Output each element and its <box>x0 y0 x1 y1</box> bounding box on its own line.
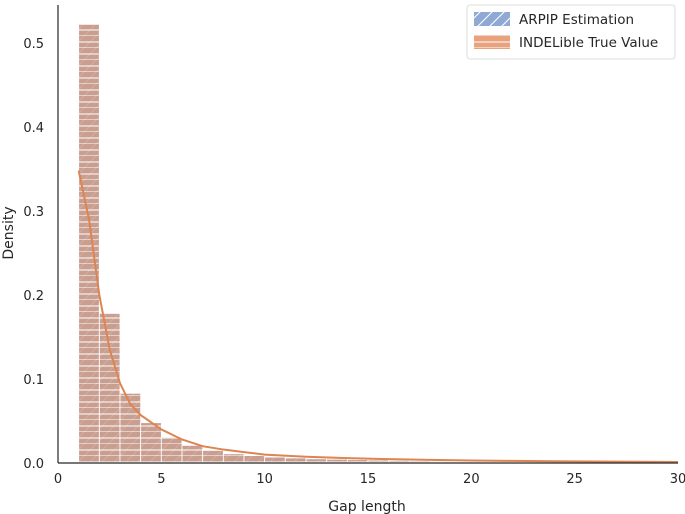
histogram-bar-hatch <box>450 461 472 463</box>
histogram-bar-hatch <box>161 436 182 463</box>
histogram-bar-hatch <box>430 460 451 463</box>
y-axis-label: Density <box>1 206 17 259</box>
y-tick-label: 0.3 <box>23 205 44 220</box>
histogram-bar-hatch <box>409 460 430 463</box>
histogram-bar-hatch <box>512 461 534 463</box>
histogram-bar-hatch <box>244 455 265 463</box>
histogram-bar-hatch <box>347 459 368 463</box>
histogram-bar-hatch <box>326 459 348 463</box>
kde-line-indelible <box>77 170 679 463</box>
histogram-bar-hatch <box>471 461 492 463</box>
y-tick-label: 0.0 <box>23 457 44 472</box>
bars-layer <box>78 23 679 464</box>
legend-swatch-arpip-hatch <box>474 12 510 26</box>
x-tick-label: 5 <box>157 472 165 487</box>
histogram-bar-hatch <box>388 460 410 463</box>
histogram-bar-hatch <box>223 453 244 463</box>
histogram-bar-hatch <box>140 422 162 463</box>
x-tick-label: 20 <box>463 472 480 487</box>
axes-layer: 0 5 10 15 20 25 30 0.0 0.1 0.2 0.3 0.4 0.5 <box>23 5 685 487</box>
x-tick-label: 10 <box>256 472 273 487</box>
histogram-bar-hatch <box>182 445 203 463</box>
legend-label-indelible: INDELible True Value <box>519 35 658 51</box>
histogram-bar-hatch <box>202 450 224 463</box>
histogram-bar-hatch <box>306 458 327 463</box>
y-tick-label: 0.5 <box>23 37 44 52</box>
x-tick-label: 15 <box>360 472 377 487</box>
x-tick-label: 0 <box>54 472 62 487</box>
y-tick-label: 0.1 <box>23 373 44 388</box>
legend-swatch-indelible-hatch <box>474 35 510 49</box>
histogram-bar-hatch <box>78 24 100 464</box>
histogram-bar-hatch <box>285 457 306 463</box>
legend-frame <box>466 4 676 60</box>
y-tick-label: 0.2 <box>23 289 44 304</box>
x-tick-label: 30 <box>670 472 685 487</box>
x-axis-label: Gap length <box>328 499 405 514</box>
histogram-bar-hatch <box>492 461 513 463</box>
histogram-bar-hatch <box>99 313 120 463</box>
kde-layer <box>77 170 679 463</box>
legend-label-arpip: ARPIP Estimation <box>519 12 634 28</box>
legend: ARPIP Estimation INDELible True Value <box>466 4 676 60</box>
histogram-bar-hatch <box>264 457 286 463</box>
y-tick-label: 0.4 <box>23 121 44 136</box>
x-tick-label: 25 <box>566 472 583 487</box>
histogram-bar-hatch <box>368 460 389 463</box>
